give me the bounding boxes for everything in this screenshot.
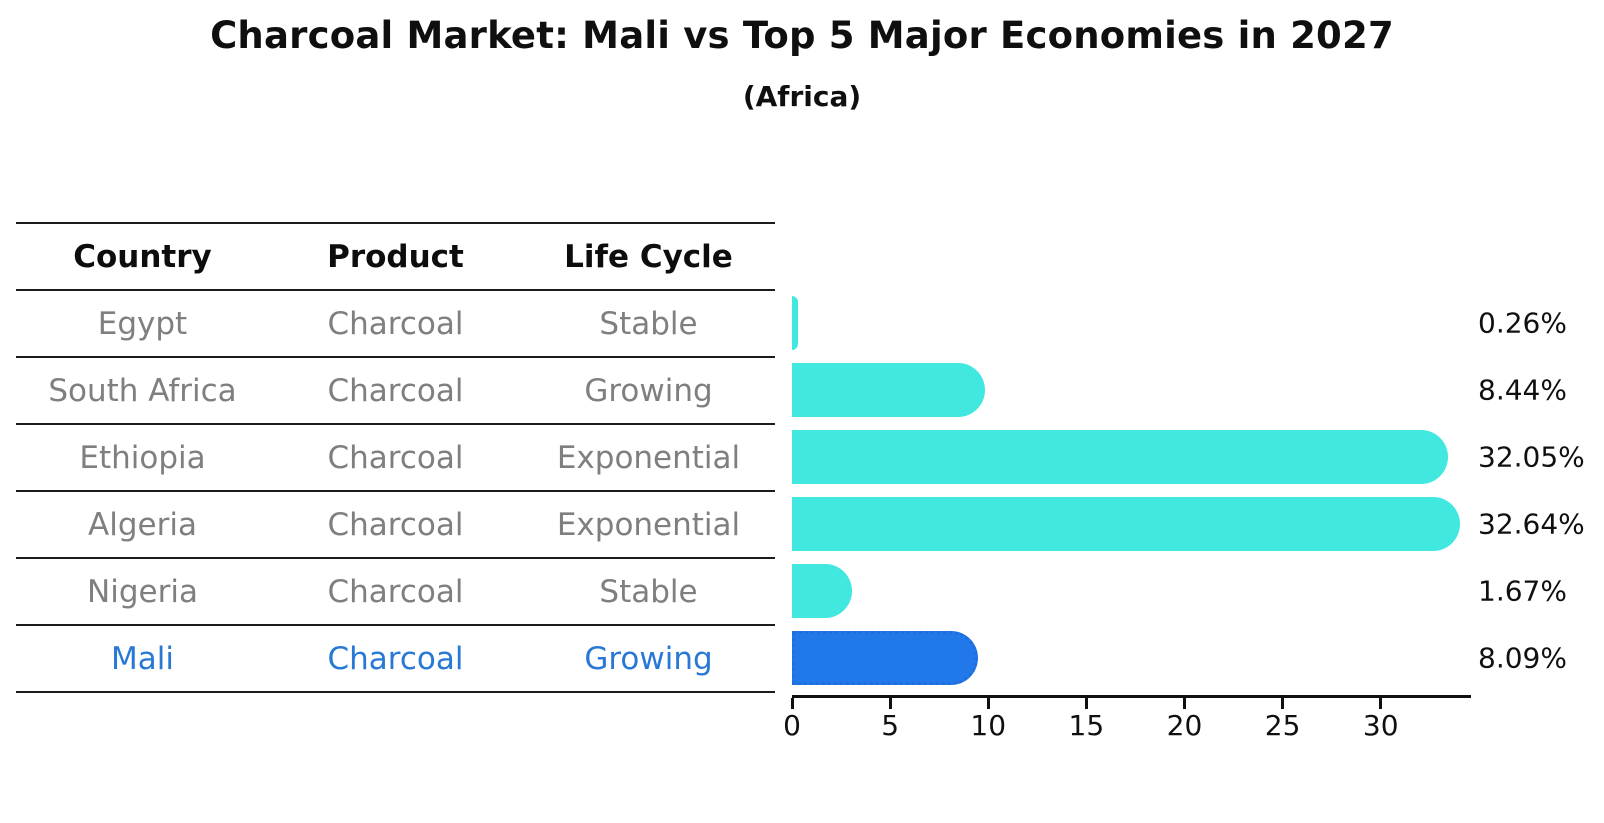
table-row: Egypt Charcoal Stable (16, 291, 775, 358)
bar-algeria (792, 496, 1460, 551)
value-label-nigeria: 1.67% (1478, 574, 1567, 607)
value-label-ethiopia: 32.05% (1478, 440, 1585, 473)
country-cell: Nigeria (87, 573, 198, 610)
country-cell: Egypt (97, 305, 188, 342)
product-cell: Charcoal (327, 506, 464, 543)
table-row: Ethiopia Charcoal Exponential (16, 425, 775, 492)
table-body: Egypt Charcoal Stable South Africa Charc… (16, 291, 775, 693)
header-life-cycle: Life Cycle (564, 238, 733, 275)
value-label-south-africa: 8.44% (1478, 373, 1567, 406)
header-country: Country (73, 238, 212, 275)
table-row: Mali Charcoal Growing (16, 626, 775, 693)
life-cycle-cell: Growing (584, 372, 713, 409)
x-axis-line (792, 695, 1471, 698)
value-label-mali: 8.09% (1478, 641, 1567, 674)
value-label-algeria: 32.64% (1478, 507, 1585, 540)
x-axis-tick (1182, 698, 1186, 709)
x-axis-tick (888, 698, 892, 709)
comparison-table: Country Product Life Cycle Egypt Charcoa… (16, 222, 775, 693)
product-cell: Charcoal (327, 640, 464, 677)
bar-mali (792, 630, 978, 685)
table-row: South Africa Charcoal Growing (16, 358, 775, 425)
table-row: Algeria Charcoal Exponential (16, 492, 775, 559)
x-axis-tick-label: 30 (1362, 709, 1399, 742)
x-axis-tick-label: 25 (1264, 709, 1301, 742)
x-axis-tick-label: 10 (970, 709, 1007, 742)
x-axis-tick-label: 20 (1166, 709, 1203, 742)
x-axis-tick (986, 698, 990, 709)
country-cell: Ethiopia (79, 439, 206, 476)
bar-nigeria (792, 563, 852, 618)
header-product: Product (327, 238, 464, 275)
product-cell: Charcoal (327, 573, 464, 610)
bar-ethiopia (792, 429, 1448, 484)
country-cell: South Africa (48, 372, 237, 409)
x-axis-tick (1379, 698, 1383, 709)
table-row: Nigeria Charcoal Stable (16, 559, 775, 626)
page-subtitle: (Africa) (742, 80, 862, 113)
country-cell: Mali (111, 640, 174, 677)
bar-egypt (792, 295, 798, 350)
x-axis-tick (1084, 698, 1088, 709)
life-cycle-cell: Growing (584, 640, 713, 677)
x-axis-tick-label: 5 (881, 709, 900, 742)
page-title: Charcoal Market: Mali vs Top 5 Major Eco… (210, 14, 1394, 57)
x-axis-tick-label: 0 (783, 709, 801, 742)
life-cycle-cell: Exponential (556, 506, 741, 543)
life-cycle-cell: Stable (599, 573, 698, 610)
life-cycle-cell: Stable (599, 305, 698, 342)
bar-south-africa (792, 362, 985, 417)
x-axis-tick (790, 698, 794, 709)
life-cycle-cell: Exponential (556, 439, 741, 476)
product-cell: Charcoal (327, 372, 464, 409)
product-cell: Charcoal (327, 305, 464, 342)
x-axis-tick (1281, 698, 1285, 709)
table-header-row: Country Product Life Cycle (16, 224, 775, 291)
country-cell: Algeria (88, 506, 197, 543)
product-cell: Charcoal (327, 439, 464, 476)
value-label-egypt: 0.26% (1478, 306, 1567, 339)
x-axis-tick-label: 15 (1068, 709, 1105, 742)
plot-area (792, 222, 1471, 691)
